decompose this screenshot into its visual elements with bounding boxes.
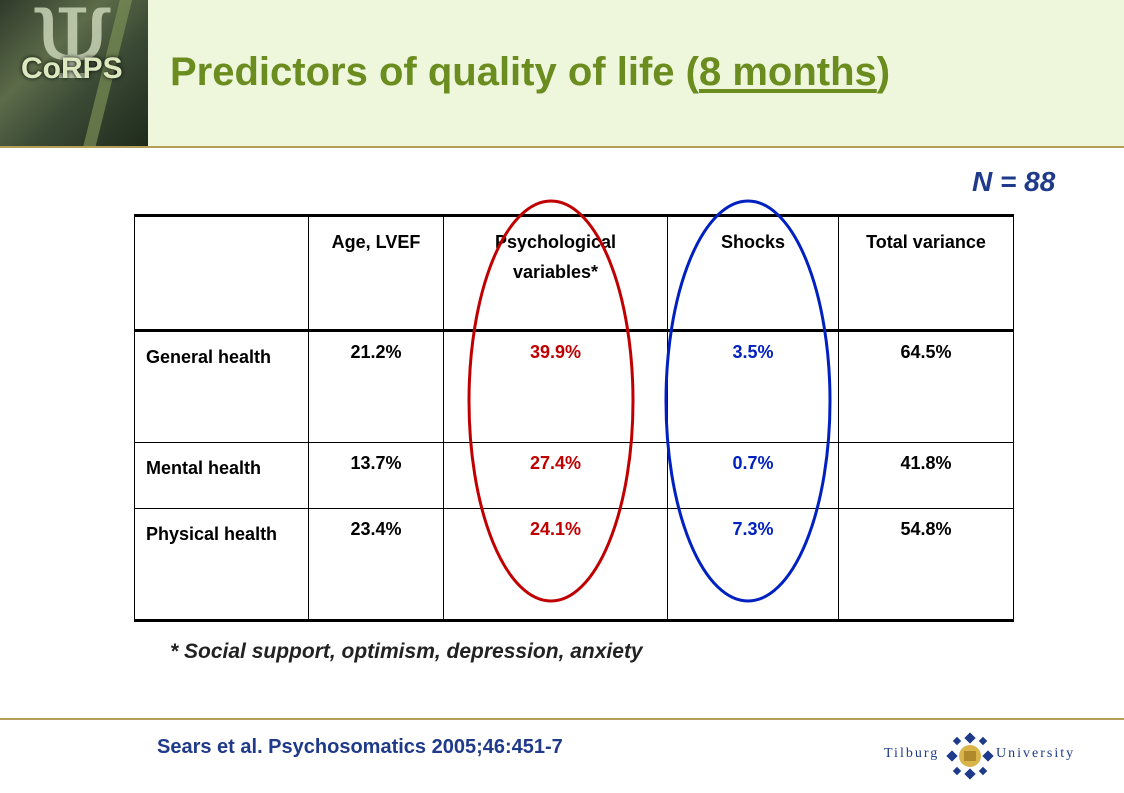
row-label: Physical health bbox=[134, 508, 309, 622]
header-psychological: Psychological variables* bbox=[443, 214, 668, 331]
footnote: * Social support, optimism, depression, … bbox=[170, 640, 643, 663]
citation: Sears et al. Psychosomatics 2005;46:451-… bbox=[157, 736, 563, 758]
header-shocks: Shocks bbox=[667, 214, 839, 331]
footer-divider bbox=[0, 718, 1124, 720]
table-row: Mental health 13.7% 27.4% 0.7% 41.8% bbox=[134, 442, 1014, 509]
cell-age-lvef: 23.4% bbox=[308, 508, 444, 622]
university-emblem-icon bbox=[946, 732, 994, 780]
title-underlined: 8 months bbox=[698, 50, 877, 94]
psi-icon: Ψ bbox=[30, 0, 115, 101]
cell-shocks: 0.7% bbox=[667, 442, 839, 509]
tilburg-university-logo bbox=[946, 732, 994, 780]
slide-title: Predictors of quality of life (8 months) bbox=[170, 50, 890, 95]
row-label: Mental health bbox=[134, 442, 309, 509]
corps-logo: Ψ CoRPS bbox=[0, 0, 148, 146]
header-total-variance: Total variance bbox=[838, 214, 1014, 331]
cell-psychological: 39.9% bbox=[443, 329, 668, 443]
cell-total: 54.8% bbox=[838, 508, 1014, 622]
tilburg-word: Tilburg bbox=[884, 746, 940, 761]
results-table: Age, LVEF Psychological variables* Shock… bbox=[134, 214, 1014, 622]
cell-age-lvef: 21.2% bbox=[308, 329, 444, 443]
title-suffix: ) bbox=[876, 50, 891, 94]
slide-header: Ψ CoRPS Predictors of quality of life (8… bbox=[0, 0, 1124, 148]
header-cell-empty bbox=[134, 214, 309, 331]
row-label: General health bbox=[134, 329, 309, 443]
logo-text: CoRPS bbox=[21, 52, 123, 85]
table-row: General health 21.2% 39.9% 3.5% 64.5% bbox=[134, 329, 1014, 443]
cell-psychological: 27.4% bbox=[443, 442, 668, 509]
table-row: Physical health 23.4% 24.1% 7.3% 54.8% bbox=[134, 508, 1014, 622]
cell-age-lvef: 13.7% bbox=[308, 442, 444, 509]
table-header-row: Age, LVEF Psychological variables* Shock… bbox=[134, 214, 1014, 331]
cell-total: 64.5% bbox=[838, 329, 1014, 443]
cell-total: 41.8% bbox=[838, 442, 1014, 509]
cell-shocks: 3.5% bbox=[667, 329, 839, 443]
title-prefix: Predictors of quality of life ( bbox=[170, 50, 699, 94]
sample-size: N = 88 bbox=[972, 166, 1056, 197]
header-age-lvef: Age, LVEF bbox=[308, 214, 444, 331]
cell-shocks: 7.3% bbox=[667, 508, 839, 622]
university-word: University bbox=[996, 746, 1076, 761]
cell-psychological: 24.1% bbox=[443, 508, 668, 622]
